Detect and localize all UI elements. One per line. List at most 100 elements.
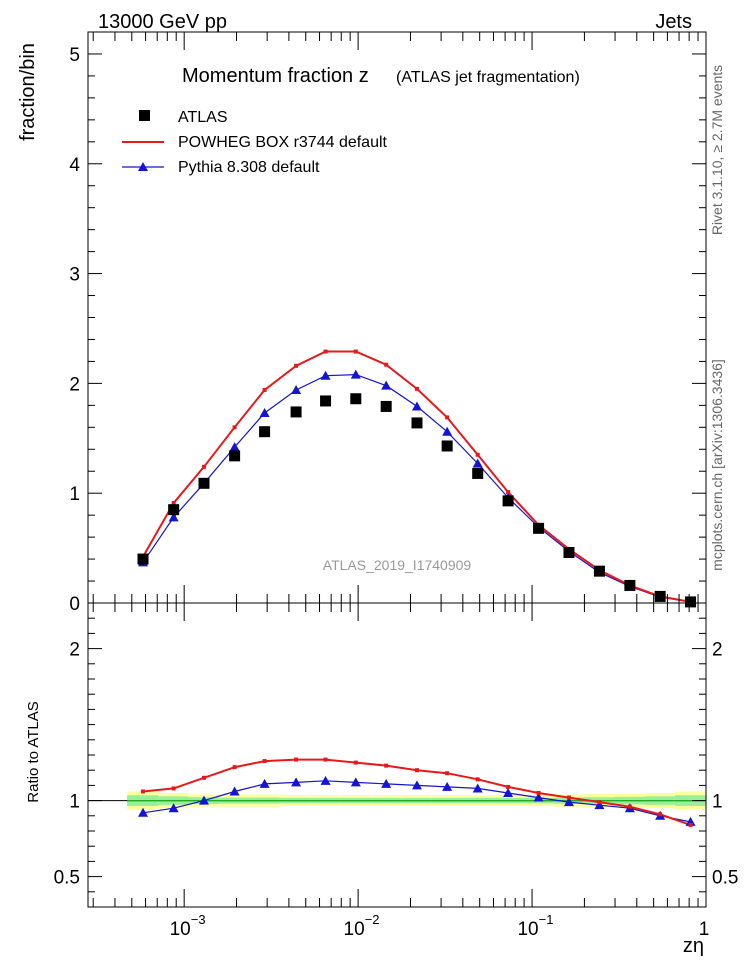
legend-atlas-label: ATLAS [178, 109, 228, 126]
pythia-ratio-point [291, 777, 302, 787]
x-tick-label: 1 [699, 919, 710, 940]
ratio-y-tick-label-right: 0.5 [712, 868, 738, 889]
powheg-ratio-point [171, 786, 176, 791]
pythia-point [411, 401, 422, 411]
atlas-point [685, 596, 697, 608]
main-y-tick-label: 3 [69, 265, 80, 286]
powheg-point [384, 362, 389, 367]
powheg-ratio-point [445, 771, 450, 776]
legend-powheg-label: POWHEG BOX r3744 default [178, 134, 388, 151]
atlas-point [624, 579, 636, 591]
powheg-point [445, 415, 450, 420]
header-energy-label: 13000 GeV pp [98, 11, 227, 33]
legend: ATLAS POWHEG BOX r3744 default Pythia 8.… [122, 109, 388, 176]
x-tick-label-exponent: −3 [191, 912, 206, 927]
pythia-ratio-point [503, 788, 514, 797]
pythia-ratio-point [229, 786, 240, 796]
powheg-ratio-point [627, 804, 632, 809]
main-y-tick-label: 5 [69, 45, 80, 66]
pythia-ratio-point [138, 807, 149, 817]
atlas-point [320, 395, 332, 407]
x-tick-label: 10 [170, 919, 191, 940]
ratio-y-tick-label-right: 1 [712, 792, 723, 813]
x-axis: 10 −3 10 −2 10 −1 1 [92, 32, 710, 940]
atlas-point [533, 522, 545, 534]
powheg-ratio-point [353, 760, 358, 765]
ratio-plot: 0.5 0.5 1 1 2 2 [54, 602, 738, 908]
x-tick-label: 10 [517, 919, 538, 940]
powheg-ratio-point [414, 768, 419, 773]
ratio-plot-frame [87, 602, 707, 908]
atlas-point [593, 565, 605, 577]
powheg-ratio-point [658, 812, 663, 817]
main-y-axis-title: fraction/bin [17, 43, 39, 141]
plot-title-main: Momentum fraction z [182, 65, 369, 87]
pythia-point [291, 384, 302, 394]
atlas-point [259, 426, 271, 438]
powheg-ratio-point [597, 800, 602, 805]
atlas-point [198, 477, 210, 489]
powheg-point [506, 490, 511, 495]
atlas-point [654, 590, 666, 602]
legend-atlas-marker [139, 110, 150, 121]
main-y-tick-label: 1 [69, 484, 80, 505]
ratio-y-tick-label: 2 [69, 640, 80, 661]
pythia-point [472, 458, 483, 468]
pythia-ratio-point [563, 797, 574, 807]
powheg-point [232, 425, 237, 430]
pythia-ratio-point [685, 816, 696, 826]
main-y-tick-label: 2 [69, 374, 80, 395]
atlas-point [137, 553, 149, 565]
pythia-point [350, 369, 361, 379]
powheg-point [414, 386, 419, 391]
powheg-point [294, 363, 299, 368]
powheg-ratio-point [506, 784, 511, 789]
pythia-ratio-point [320, 775, 331, 785]
x-tick-label-exponent: −1 [539, 912, 554, 927]
pythia-ratio-point [259, 778, 270, 788]
powheg-ratio-point [566, 795, 571, 800]
powheg-ratio-point [232, 765, 237, 770]
powheg-ratio-point [294, 757, 299, 762]
powheg-ratio-point [201, 775, 206, 780]
x-tick-label: 10 [344, 919, 365, 940]
powheg-ratio-point [475, 777, 480, 782]
main-y-tick-label: 4 [69, 155, 80, 176]
ratio-y-tick-label-right: 2 [712, 640, 723, 661]
pythia-ratio-point [198, 795, 209, 805]
atlas-point [168, 504, 180, 516]
powheg-point [475, 452, 480, 457]
pythia-point [259, 408, 270, 418]
atlas-point [380, 400, 392, 412]
pythia-ratio-point [381, 778, 392, 788]
powheg-ratio-point [323, 757, 328, 762]
plot-title: Momentum fraction z (ATLAS jet fragmenta… [182, 65, 580, 87]
pythia-ratio-point [472, 783, 483, 793]
pythia-ratio-point [350, 777, 361, 787]
atlas-point [502, 495, 514, 507]
pythia-ratio-point [594, 800, 605, 810]
pythia-ratio-point [442, 781, 453, 791]
pythia-point [320, 370, 331, 380]
main-y-tick-label: 0 [69, 594, 80, 615]
atlas-point [229, 450, 241, 462]
atlas-point [441, 440, 453, 452]
mcplots-reference-label: mcplots.cern.ch [arXiv:1306.3436] [709, 359, 725, 571]
ratio-y-axis-title: Ratio to ATLAS [25, 701, 42, 802]
powheg-point [323, 349, 328, 354]
main-plot: 0 1 2 3 4 5 [69, 31, 707, 615]
powheg-point [262, 387, 267, 392]
atlas-point [350, 393, 362, 405]
header-process-label: Jets [655, 11, 692, 33]
powheg-ratio-point [688, 822, 693, 827]
pythia-ratio-point [168, 803, 179, 813]
powheg-ratio-point [536, 791, 541, 795]
atlas-point [411, 417, 423, 429]
powheg-point [201, 464, 206, 469]
powheg-point [353, 349, 358, 354]
plot-title-subtitle: (ATLAS jet fragmentation) [396, 69, 580, 86]
pythia-point [229, 442, 240, 452]
pythia-ratio-point [533, 792, 544, 802]
pythia-point [168, 512, 179, 522]
